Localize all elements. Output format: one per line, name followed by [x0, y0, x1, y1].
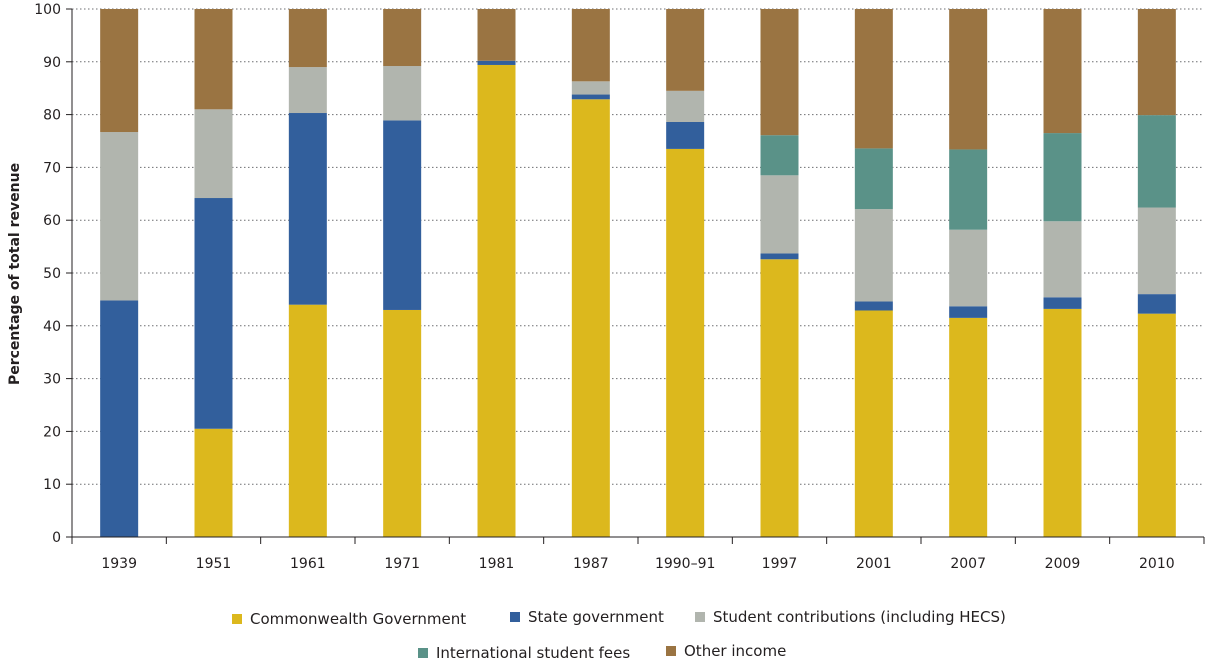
- bar-segment-student: [666, 90, 705, 122]
- bar-segment-other: [666, 9, 705, 91]
- bar-segment-international: [1137, 115, 1176, 208]
- bar-segment-other: [383, 9, 422, 67]
- bar-segment-international: [760, 135, 799, 176]
- legend-label-international: International student fees: [436, 644, 630, 662]
- y-tick-label: 0: [52, 530, 61, 546]
- axes: 0 10 20 30 40 50 60 70 80 90 100 1939 1951 1961 1971 19…: [34, 2, 1205, 572]
- bar-segment-other: [1043, 9, 1082, 134]
- legend-swatch-state: [510, 612, 520, 622]
- bar-segment-other: [100, 9, 139, 133]
- bar-segment-other: [477, 9, 516, 61]
- bar-segment-other: [194, 9, 233, 110]
- legend: Commonwealth Government State government S…: [232, 608, 1006, 662]
- bars: [100, 9, 1176, 538]
- y-tick-label: 40: [43, 319, 61, 335]
- bar-segment-student: [288, 67, 327, 114]
- bar-segment-state: [477, 60, 516, 65]
- bar-segment-state: [288, 113, 327, 305]
- gridlines: [72, 8, 1204, 485]
- bar-segment-student: [571, 81, 610, 95]
- y-tick-label: 90: [43, 55, 61, 71]
- bar-segment-commonwealth: [194, 428, 233, 537]
- bar-segment-state: [949, 306, 988, 318]
- y-tick-label: 100: [34, 2, 61, 18]
- bar-segment-other: [760, 9, 799, 136]
- bar-segment-commonwealth: [383, 309, 422, 537]
- y-tick-label: 10: [43, 477, 61, 493]
- legend-swatch-commonwealth: [232, 614, 242, 624]
- bar-segment-other: [854, 9, 893, 149]
- x-tick-label: 1971: [384, 556, 420, 572]
- bar-segment-state: [1137, 294, 1176, 314]
- bar-segment-other: [288, 9, 327, 68]
- bar-segment-commonwealth: [288, 304, 327, 537]
- y-tick-label: 20: [43, 424, 61, 440]
- x-tick-label: 1981: [479, 556, 515, 572]
- legend-swatch-student: [695, 612, 705, 622]
- bar-segment-state: [194, 198, 233, 429]
- bar-segment-student: [100, 132, 139, 301]
- bar-segment-commonwealth: [854, 310, 893, 537]
- bar-segment-state: [760, 253, 799, 260]
- bar-segment-international: [1043, 133, 1082, 222]
- x-tick-label: 2007: [950, 556, 986, 572]
- y-tick-label: 30: [43, 372, 61, 388]
- bar-segment-student: [1043, 221, 1082, 298]
- x-tick-label: 1997: [762, 556, 798, 572]
- legend-label-state: State government: [528, 608, 664, 626]
- bar-segment-student: [854, 209, 893, 302]
- y-tick-label: 70: [43, 160, 61, 176]
- bar-segment-state: [571, 94, 610, 100]
- x-tick-label: 1990–91: [655, 556, 715, 572]
- bar-segment-international: [949, 149, 988, 230]
- x-tick-label: 1939: [101, 556, 137, 572]
- bar-segment-student: [949, 229, 988, 307]
- y-tick-label: 80: [43, 108, 61, 124]
- x-tick-label: 2009: [1045, 556, 1081, 572]
- x-tick-label: 1961: [290, 556, 326, 572]
- bar-segment-commonwealth: [1043, 308, 1082, 537]
- bar-segment-state: [100, 300, 139, 537]
- bar-segment-state: [854, 301, 893, 311]
- bar-segment-student: [383, 66, 422, 121]
- bar-segment-other: [1137, 9, 1176, 116]
- bar-segment-student: [760, 175, 799, 254]
- bar-segment-commonwealth: [571, 99, 610, 538]
- x-tick-label: 1951: [196, 556, 232, 572]
- y-axis-label: Percentage of total revenue: [7, 163, 23, 385]
- bar-segment-commonwealth: [760, 259, 799, 537]
- legend-label-other: Other income: [684, 642, 786, 660]
- bar-segment-state: [1043, 297, 1082, 309]
- bar-segment-student: [1137, 207, 1176, 295]
- bar-segment-commonwealth: [949, 317, 988, 537]
- x-tick-label: 2010: [1139, 556, 1175, 572]
- x-tick-label: 2001: [856, 556, 892, 572]
- y-tick-label: 50: [43, 266, 61, 282]
- bar-segment-other: [949, 9, 988, 150]
- bar-segment-other: [571, 9, 610, 82]
- legend-label-commonwealth: Commonwealth Government: [250, 610, 466, 628]
- bar-segment-state: [383, 120, 422, 310]
- bar-segment-student: [194, 109, 233, 199]
- bar-segment-commonwealth: [477, 64, 516, 537]
- legend-swatch-other: [666, 646, 676, 656]
- legend-label-student: Student contributions (including HECS): [713, 608, 1006, 626]
- y-tick-label: 60: [43, 213, 61, 229]
- bar-segment-international: [854, 148, 893, 210]
- bar-segment-commonwealth: [666, 148, 705, 538]
- legend-swatch-international: [418, 648, 428, 658]
- bar-segment-state: [666, 121, 705, 149]
- x-tick-label: 1987: [573, 556, 609, 572]
- bar-segment-commonwealth: [1137, 313, 1176, 537]
